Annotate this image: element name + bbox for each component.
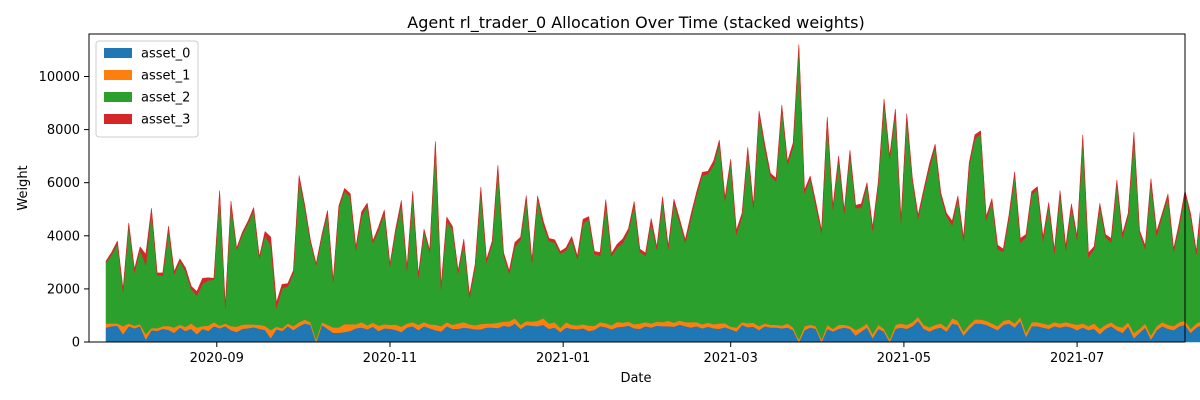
legend-swatch-asset_2 — [104, 92, 132, 102]
plot-frame — [88, 33, 1186, 343]
area-series-asset_3 — [105, 44, 1200, 309]
x-tick-label: 2020-09 — [190, 351, 244, 366]
x-axis-label: Date — [620, 371, 651, 386]
y-tick-label: 0 — [72, 336, 80, 351]
x-tick-label: 2021-05 — [877, 351, 931, 366]
legend-swatch-asset_0 — [104, 48, 132, 58]
legend-swatch-asset_3 — [104, 114, 132, 124]
y-tick-label: 2000 — [47, 282, 80, 297]
y-tick-label: 10000 — [39, 70, 80, 85]
legend-label-asset_0: asset_0 — [141, 47, 190, 62]
area-series-asset_2 — [105, 46, 1200, 340]
legend-box — [95, 40, 199, 138]
legend-swatch-asset_1 — [104, 70, 132, 80]
x-tick-label: 2020-11 — [363, 351, 417, 366]
y-tick-label: 6000 — [47, 176, 80, 191]
y-axis: 0 2000 4000 6000 8000 10000 — [39, 70, 89, 351]
x-tick-label: 2021-01 — [536, 351, 590, 366]
x-axis: 2020-09 2020-11 2021-01 2021-03 2021-05 2021-… — [190, 342, 1104, 366]
y-tick-label: 4000 — [47, 229, 80, 244]
x-tick-label: 2021-07 — [1050, 351, 1104, 366]
area-layer — [105, 44, 1200, 343]
chart-title: Agent rl_trader_0 Allocation Over Time (… — [407, 13, 865, 33]
legend-label-asset_1: asset_1 — [141, 69, 190, 84]
legend: asset_0 asset_1 asset_2 asset_3 — [95, 40, 199, 138]
y-axis-label: Weight — [16, 165, 31, 210]
y-tick-label: 8000 — [47, 123, 80, 138]
x-tick-label: 2021-03 — [704, 351, 758, 366]
legend-label-asset_3: asset_3 — [141, 113, 190, 128]
legend-label-asset_2: asset_2 — [141, 91, 190, 106]
